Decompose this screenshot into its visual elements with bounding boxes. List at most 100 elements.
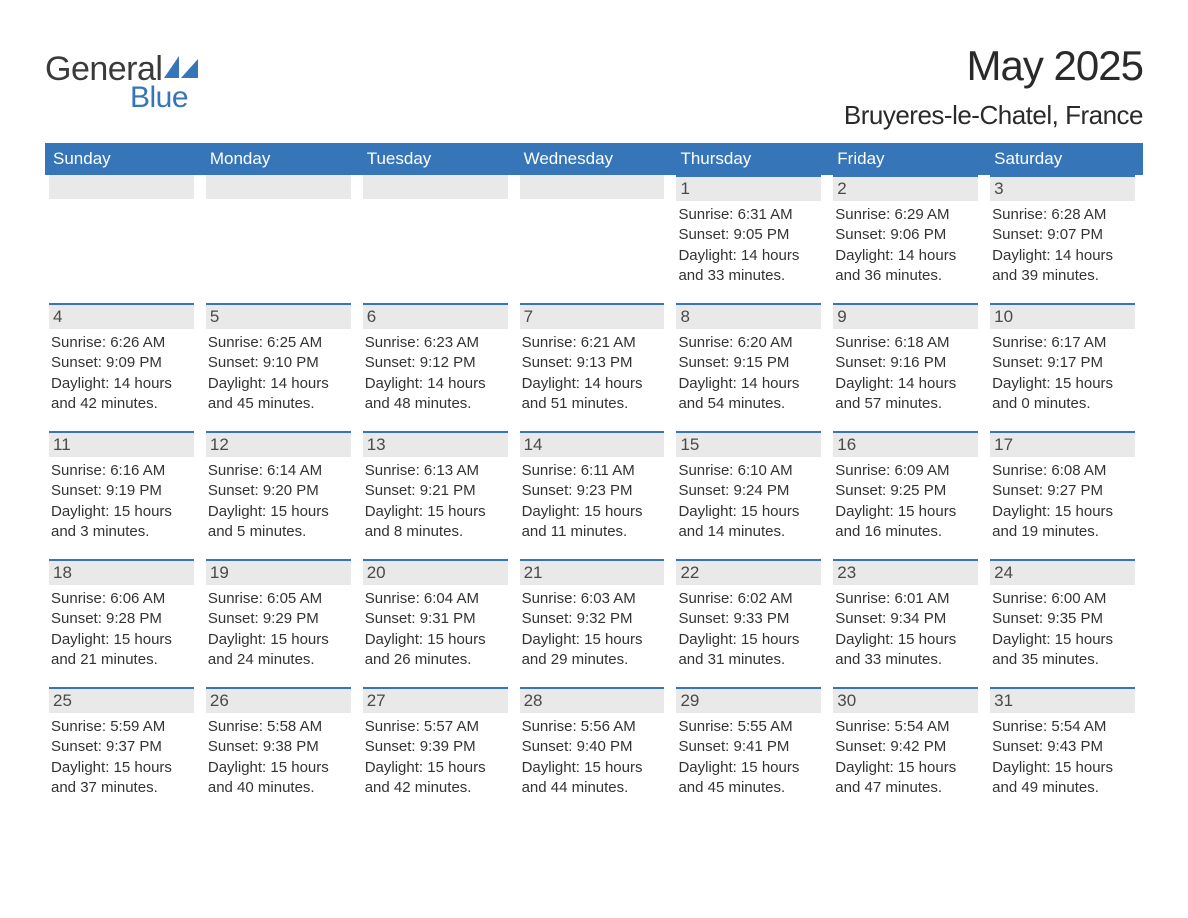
daylight-line: Daylight: 14 hours and 33 minutes. (678, 246, 821, 287)
sunset-line: Sunset: 9:05 PM (678, 225, 821, 245)
daylight-line: Daylight: 15 hours and 5 minutes. (208, 502, 351, 543)
weekday-header: Friday (829, 143, 986, 175)
sunset-line: Sunset: 9:28 PM (51, 609, 194, 629)
sunrise-line: Sunrise: 6:04 AM (365, 589, 508, 609)
daylight-line: Daylight: 15 hours and 24 minutes. (208, 630, 351, 671)
sunrise-line: Sunrise: 5:56 AM (522, 717, 665, 737)
day-cell: 2Sunrise: 6:29 AMSunset: 9:06 PMDaylight… (829, 175, 986, 303)
sunrise-line: Sunrise: 6:01 AM (835, 589, 978, 609)
day-number: 22 (676, 559, 821, 585)
weekday-header: Thursday (672, 143, 829, 175)
sunrise-line: Sunrise: 6:09 AM (835, 461, 978, 481)
sunset-line: Sunset: 9:19 PM (51, 481, 194, 501)
day-cell: 26Sunrise: 5:58 AMSunset: 9:38 PMDayligh… (202, 687, 359, 815)
day-number: 17 (990, 431, 1135, 457)
day-cell: 27Sunrise: 5:57 AMSunset: 9:39 PMDayligh… (359, 687, 516, 815)
sunset-line: Sunset: 9:34 PM (835, 609, 978, 629)
day-cell: 3Sunrise: 6:28 AMSunset: 9:07 PMDaylight… (986, 175, 1143, 303)
sunset-line: Sunset: 9:15 PM (678, 353, 821, 373)
day-number (49, 175, 194, 199)
day-number: 4 (49, 303, 194, 329)
day-cell: 15Sunrise: 6:10 AMSunset: 9:24 PMDayligh… (672, 431, 829, 559)
sunset-line: Sunset: 9:24 PM (678, 481, 821, 501)
day-number (206, 175, 351, 199)
day-info: Sunrise: 5:56 AMSunset: 9:40 PMDaylight:… (520, 717, 665, 798)
day-number (363, 175, 508, 199)
daylight-line: Daylight: 15 hours and 33 minutes. (835, 630, 978, 671)
day-number: 29 (676, 687, 821, 713)
sunrise-line: Sunrise: 6:03 AM (522, 589, 665, 609)
sunset-line: Sunset: 9:37 PM (51, 737, 194, 757)
day-info: Sunrise: 6:31 AMSunset: 9:05 PMDaylight:… (676, 205, 821, 286)
day-info: Sunrise: 6:05 AMSunset: 9:29 PMDaylight:… (206, 589, 351, 670)
daylight-line: Daylight: 15 hours and 0 minutes. (992, 374, 1135, 415)
week-row: 4Sunrise: 6:26 AMSunset: 9:09 PMDaylight… (45, 303, 1143, 431)
day-info: Sunrise: 6:09 AMSunset: 9:25 PMDaylight:… (833, 461, 978, 542)
daylight-line: Daylight: 15 hours and 14 minutes. (678, 502, 821, 543)
day-cell: 22Sunrise: 6:02 AMSunset: 9:33 PMDayligh… (672, 559, 829, 687)
day-cell: 7Sunrise: 6:21 AMSunset: 9:13 PMDaylight… (516, 303, 673, 431)
week-row: 1Sunrise: 6:31 AMSunset: 9:05 PMDaylight… (45, 175, 1143, 303)
day-cell (359, 175, 516, 303)
day-info: Sunrise: 6:18 AMSunset: 9:16 PMDaylight:… (833, 333, 978, 414)
daylight-line: Daylight: 15 hours and 26 minutes. (365, 630, 508, 671)
day-info: Sunrise: 6:13 AMSunset: 9:21 PMDaylight:… (363, 461, 508, 542)
daylight-line: Daylight: 14 hours and 51 minutes. (522, 374, 665, 415)
daylight-line: Daylight: 14 hours and 57 minutes. (835, 374, 978, 415)
daylight-line: Daylight: 15 hours and 45 minutes. (678, 758, 821, 799)
day-info: Sunrise: 6:28 AMSunset: 9:07 PMDaylight:… (990, 205, 1135, 286)
day-cell: 10Sunrise: 6:17 AMSunset: 9:17 PMDayligh… (986, 303, 1143, 431)
sunrise-line: Sunrise: 6:28 AM (992, 205, 1135, 225)
brand-logo: General Blue (45, 30, 198, 115)
sunset-line: Sunset: 9:31 PM (365, 609, 508, 629)
day-cell: 21Sunrise: 6:03 AMSunset: 9:32 PMDayligh… (516, 559, 673, 687)
sunrise-line: Sunrise: 6:29 AM (835, 205, 978, 225)
day-cell: 8Sunrise: 6:20 AMSunset: 9:15 PMDaylight… (672, 303, 829, 431)
sunrise-line: Sunrise: 5:54 AM (835, 717, 978, 737)
daylight-line: Daylight: 15 hours and 11 minutes. (522, 502, 665, 543)
sunrise-line: Sunrise: 6:18 AM (835, 333, 978, 353)
sunset-line: Sunset: 9:41 PM (678, 737, 821, 757)
day-info: Sunrise: 6:06 AMSunset: 9:28 PMDaylight:… (49, 589, 194, 670)
sunset-line: Sunset: 9:29 PM (208, 609, 351, 629)
sunset-line: Sunset: 9:16 PM (835, 353, 978, 373)
day-info: Sunrise: 5:58 AMSunset: 9:38 PMDaylight:… (206, 717, 351, 798)
week-row: 25Sunrise: 5:59 AMSunset: 9:37 PMDayligh… (45, 687, 1143, 815)
logo-blue-text: Blue (130, 81, 188, 115)
day-cell: 14Sunrise: 6:11 AMSunset: 9:23 PMDayligh… (516, 431, 673, 559)
month-title: May 2025 (844, 42, 1143, 90)
daylight-line: Daylight: 15 hours and 3 minutes. (51, 502, 194, 543)
day-number: 15 (676, 431, 821, 457)
day-cell (202, 175, 359, 303)
day-cell: 5Sunrise: 6:25 AMSunset: 9:10 PMDaylight… (202, 303, 359, 431)
day-info: Sunrise: 6:11 AMSunset: 9:23 PMDaylight:… (520, 461, 665, 542)
sunset-line: Sunset: 9:33 PM (678, 609, 821, 629)
daylight-line: Daylight: 15 hours and 21 minutes. (51, 630, 194, 671)
day-info: Sunrise: 6:04 AMSunset: 9:31 PMDaylight:… (363, 589, 508, 670)
day-cell: 24Sunrise: 6:00 AMSunset: 9:35 PMDayligh… (986, 559, 1143, 687)
day-info: Sunrise: 6:14 AMSunset: 9:20 PMDaylight:… (206, 461, 351, 542)
day-number: 31 (990, 687, 1135, 713)
day-cell: 25Sunrise: 5:59 AMSunset: 9:37 PMDayligh… (45, 687, 202, 815)
day-cell: 11Sunrise: 6:16 AMSunset: 9:19 PMDayligh… (45, 431, 202, 559)
day-number: 30 (833, 687, 978, 713)
weekday-header: Wednesday (516, 143, 673, 175)
location-title: Bruyeres-le-Chatel, France (844, 100, 1143, 131)
daylight-line: Daylight: 15 hours and 40 minutes. (208, 758, 351, 799)
sunrise-line: Sunrise: 6:17 AM (992, 333, 1135, 353)
day-number: 9 (833, 303, 978, 329)
day-cell: 12Sunrise: 6:14 AMSunset: 9:20 PMDayligh… (202, 431, 359, 559)
day-cell: 1Sunrise: 6:31 AMSunset: 9:05 PMDaylight… (672, 175, 829, 303)
week-row: 18Sunrise: 6:06 AMSunset: 9:28 PMDayligh… (45, 559, 1143, 687)
day-number: 24 (990, 559, 1135, 585)
day-cell: 19Sunrise: 6:05 AMSunset: 9:29 PMDayligh… (202, 559, 359, 687)
weekday-header: Monday (202, 143, 359, 175)
daylight-line: Daylight: 14 hours and 54 minutes. (678, 374, 821, 415)
day-number (520, 175, 665, 199)
sunrise-line: Sunrise: 6:20 AM (678, 333, 821, 353)
sunset-line: Sunset: 9:17 PM (992, 353, 1135, 373)
sunrise-line: Sunrise: 6:05 AM (208, 589, 351, 609)
weekday-header-row: SundayMondayTuesdayWednesdayThursdayFrid… (45, 143, 1143, 175)
day-info: Sunrise: 6:01 AMSunset: 9:34 PMDaylight:… (833, 589, 978, 670)
daylight-line: Daylight: 15 hours and 49 minutes. (992, 758, 1135, 799)
